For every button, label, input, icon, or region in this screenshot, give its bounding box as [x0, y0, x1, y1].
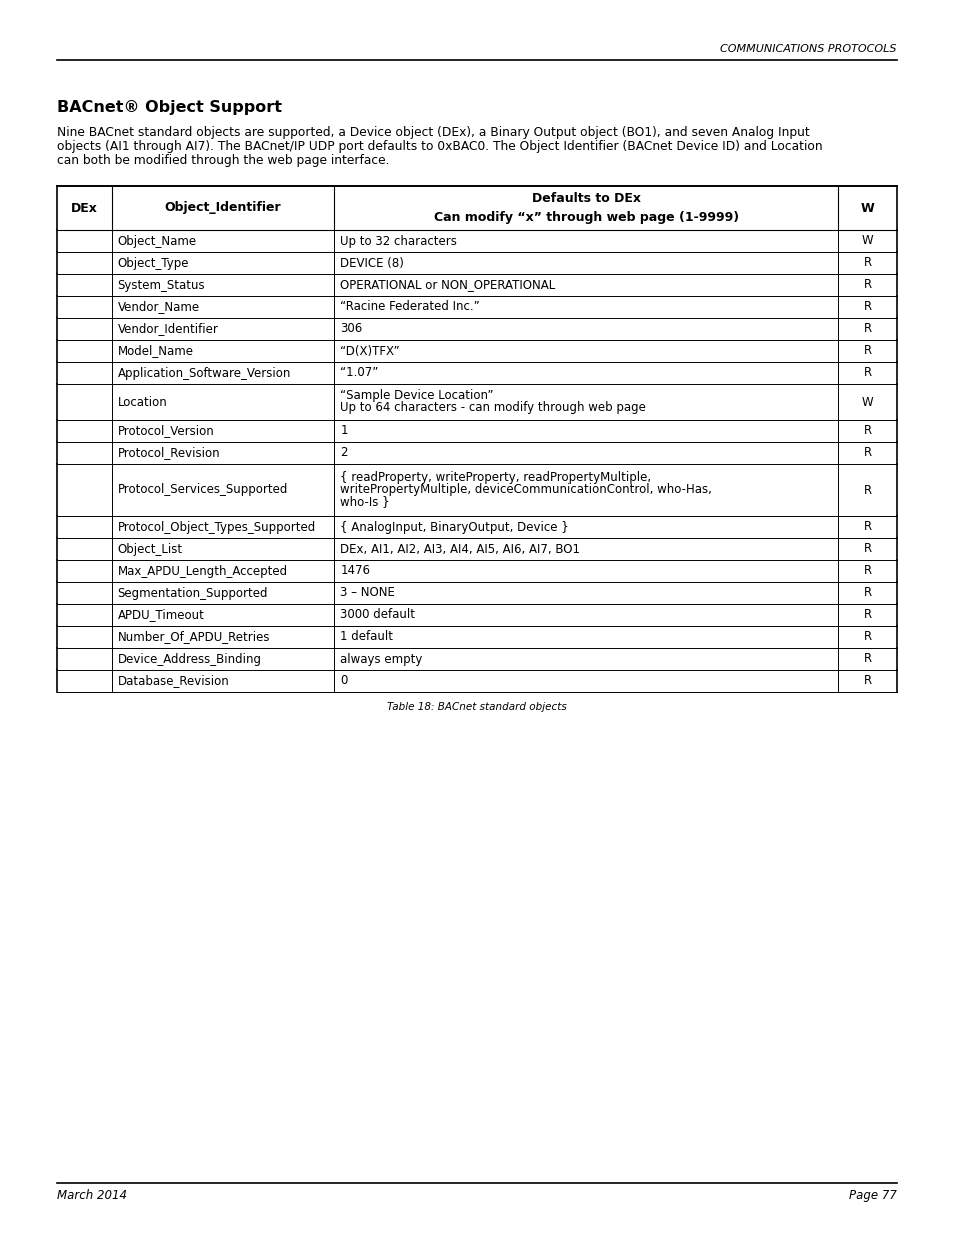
Text: R: R — [862, 564, 871, 578]
Text: APDU_Timeout: APDU_Timeout — [117, 609, 204, 621]
Text: Protocol_Services_Supported: Protocol_Services_Supported — [117, 483, 288, 496]
Text: Can modify “x” through web page (1-9999): Can modify “x” through web page (1-9999) — [434, 210, 738, 224]
Text: R: R — [862, 425, 871, 437]
Text: DEVICE (8): DEVICE (8) — [340, 257, 404, 269]
Text: R: R — [862, 322, 871, 336]
Text: OPERATIONAL or NON_OPERATIONAL: OPERATIONAL or NON_OPERATIONAL — [340, 279, 555, 291]
Text: System_Status: System_Status — [117, 279, 205, 291]
Text: R: R — [862, 542, 871, 556]
Text: “Racine Federated Inc.”: “Racine Federated Inc.” — [340, 300, 479, 314]
Text: 3 – NONE: 3 – NONE — [340, 587, 395, 599]
Text: Defaults to DEx: Defaults to DEx — [531, 193, 640, 205]
Text: Location: Location — [117, 395, 167, 409]
Text: Model_Name: Model_Name — [117, 345, 193, 357]
Text: 1: 1 — [340, 425, 347, 437]
Text: Application_Software_Version: Application_Software_Version — [117, 367, 291, 379]
Text: R: R — [862, 300, 871, 314]
Text: 306: 306 — [340, 322, 362, 336]
Text: Database_Revision: Database_Revision — [117, 674, 229, 688]
Text: Segmentation_Supported: Segmentation_Supported — [117, 587, 268, 599]
Text: R: R — [862, 587, 871, 599]
Text: Number_Of_APDU_Retries: Number_Of_APDU_Retries — [117, 631, 270, 643]
Text: Max_APDU_Length_Accepted: Max_APDU_Length_Accepted — [117, 564, 288, 578]
Text: Object_Identifier: Object_Identifier — [165, 201, 281, 215]
Text: Protocol_Version: Protocol_Version — [117, 425, 214, 437]
Text: Page 77: Page 77 — [848, 1189, 896, 1202]
Text: DEx: DEx — [71, 201, 97, 215]
Text: 1 default: 1 default — [340, 631, 393, 643]
Text: R: R — [862, 345, 871, 357]
Text: W: W — [861, 395, 873, 409]
Text: Up to 64 characters - can modify through web page: Up to 64 characters - can modify through… — [340, 401, 645, 415]
Text: Device_Address_Binding: Device_Address_Binding — [117, 652, 261, 666]
Text: R: R — [862, 674, 871, 688]
Text: objects (AI1 through AI7). The BACnet/IP UDP port defaults to 0xBAC0. The Object: objects (AI1 through AI7). The BACnet/IP… — [57, 140, 821, 153]
Text: 1476: 1476 — [340, 564, 370, 578]
Text: Table 18: BACnet standard objects: Table 18: BACnet standard objects — [387, 701, 566, 713]
Text: 2: 2 — [340, 447, 347, 459]
Text: Up to 32 characters: Up to 32 characters — [340, 235, 456, 247]
Text: R: R — [862, 279, 871, 291]
Text: BACnet® Object Support: BACnet® Object Support — [57, 100, 282, 115]
Text: R: R — [862, 652, 871, 666]
Text: 0: 0 — [340, 674, 347, 688]
Text: March 2014: March 2014 — [57, 1189, 127, 1202]
Text: can both be modified through the web page interface.: can both be modified through the web pag… — [57, 154, 389, 167]
Text: “1.07”: “1.07” — [340, 367, 378, 379]
Text: writePropertyMultiple, deviceCommunicationControl, who-Has,: writePropertyMultiple, deviceCommunicati… — [340, 483, 711, 496]
Text: Protocol_Revision: Protocol_Revision — [117, 447, 220, 459]
Text: 3000 default: 3000 default — [340, 609, 415, 621]
Text: { AnalogInput, BinaryOutput, Device }: { AnalogInput, BinaryOutput, Device } — [340, 520, 568, 534]
Text: Vendor_Identifier: Vendor_Identifier — [117, 322, 218, 336]
Text: COMMUNICATIONS PROTOCOLS: COMMUNICATIONS PROTOCOLS — [720, 44, 896, 54]
Text: R: R — [862, 367, 871, 379]
Text: R: R — [862, 520, 871, 534]
Text: Object_List: Object_List — [117, 542, 183, 556]
Text: Vendor_Name: Vendor_Name — [117, 300, 199, 314]
Text: always empty: always empty — [340, 652, 422, 666]
Text: Protocol_Object_Types_Supported: Protocol_Object_Types_Supported — [117, 520, 315, 534]
Text: Nine BACnet standard objects are supported, a Device object (DEx), a Binary Outp: Nine BACnet standard objects are support… — [57, 126, 809, 140]
Text: R: R — [862, 609, 871, 621]
Text: R: R — [862, 631, 871, 643]
Text: Object_Type: Object_Type — [117, 257, 189, 269]
Text: DEx, AI1, AI2, AI3, AI4, AI5, AI6, AI7, BO1: DEx, AI1, AI2, AI3, AI4, AI5, AI6, AI7, … — [340, 542, 579, 556]
Text: who-Is }: who-Is } — [340, 495, 390, 509]
Text: Object_Name: Object_Name — [117, 235, 196, 247]
Text: R: R — [862, 483, 871, 496]
Text: W: W — [861, 235, 873, 247]
Text: “D(X)TFX”: “D(X)TFX” — [340, 345, 399, 357]
Text: “Sample Device Location”: “Sample Device Location” — [340, 389, 494, 403]
Text: R: R — [862, 447, 871, 459]
Text: W: W — [860, 201, 874, 215]
Text: { readProperty, writeProperty, readPropertyMultiple,: { readProperty, writeProperty, readPrope… — [340, 472, 651, 484]
Text: R: R — [862, 257, 871, 269]
